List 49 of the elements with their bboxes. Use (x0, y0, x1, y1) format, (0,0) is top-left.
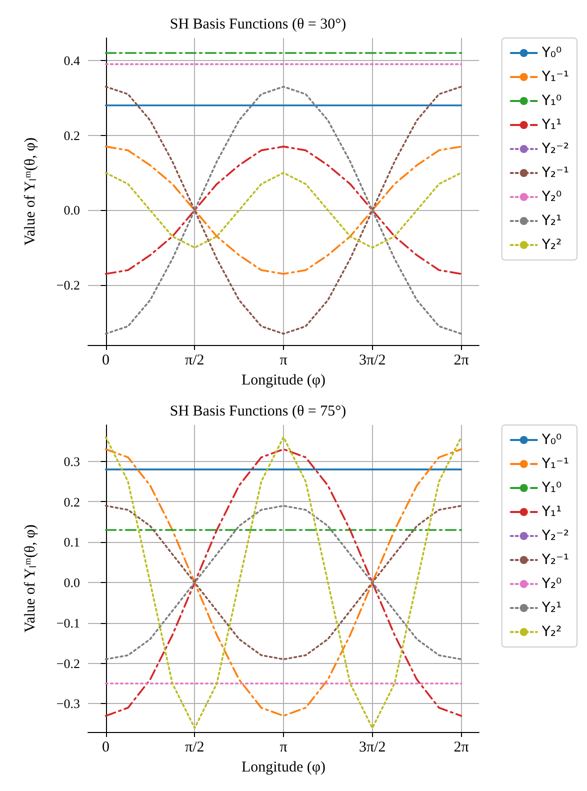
legend-label: Y₂¹ (540, 600, 562, 616)
legend-label: Y₁⁰ (540, 480, 562, 496)
x-tick-label: 0 (102, 352, 110, 368)
x-axis-title: Longitude (φ) (241, 760, 326, 776)
line-series (104, 86, 462, 335)
legend-label: Y₂⁰ (540, 189, 562, 205)
legend-label: Y₂⁻² (540, 528, 570, 544)
legend-label: Y₂⁻² (540, 141, 570, 157)
chart-title: SH Basis Functions (θ = 30°) (170, 16, 346, 32)
legend-label: Y₀⁰ (540, 45, 562, 61)
y-tick-label: 0.2 (64, 128, 80, 143)
y-tick-label: 0.3 (64, 454, 80, 469)
y-tick-label: 0.0 (64, 575, 80, 590)
chart-title: SH Basis Functions (θ = 75°) (170, 404, 346, 420)
x-tick-label: 2π (454, 740, 470, 756)
y-tick-label: 0.4 (64, 52, 80, 68)
y-axis-title: Value of Yₗᵐ(θ, φ) (22, 137, 38, 246)
y-tick-label: 0.1 (64, 534, 80, 550)
legend-label: Y₂⁰ (540, 576, 562, 592)
x-tick-label: π (280, 740, 288, 756)
y-tick-label: 0.0 (64, 202, 80, 218)
x-axis-title: Longitude (φ) (241, 372, 326, 388)
line-series (104, 504, 462, 660)
x-tick-label: 2π (454, 352, 470, 368)
legend-label: Y₁⁰ (540, 93, 562, 109)
legend-label: Y₂² (540, 624, 562, 640)
y-tick-label: −0.2 (56, 656, 80, 671)
legend-label: Y₁⁻¹ (540, 69, 570, 85)
x-tick-label: 3π/2 (358, 352, 386, 368)
y-tick-label: −0.2 (56, 278, 80, 293)
x-tick-label: π (280, 352, 288, 368)
x-tick-label: 3π/2 (358, 740, 386, 756)
legend-label: Y₁⁻¹ (540, 456, 570, 472)
legend-label: Y₁¹ (540, 117, 562, 133)
legend-label: Y₁¹ (540, 504, 562, 520)
line-series (104, 172, 462, 249)
y-tick-label: 0.2 (64, 494, 80, 510)
line-series (104, 146, 462, 275)
x-tick-label: π/2 (185, 740, 204, 756)
legend-label: Y₂² (540, 237, 562, 253)
x-tick-label: 0 (102, 740, 110, 756)
y-tick-label: −0.3 (56, 696, 80, 712)
y-tick-label: −0.1 (56, 615, 80, 630)
legend-label: Y₂⁻¹ (540, 165, 570, 181)
legend-label: Y₀⁰ (540, 432, 562, 448)
legend-label: Y₂⁻¹ (540, 552, 570, 568)
legend-label: Y₂¹ (540, 213, 562, 229)
x-tick-label: π/2 (185, 352, 204, 368)
y-axis-title: Value of Yₗᵐ(θ, φ) (22, 524, 38, 633)
